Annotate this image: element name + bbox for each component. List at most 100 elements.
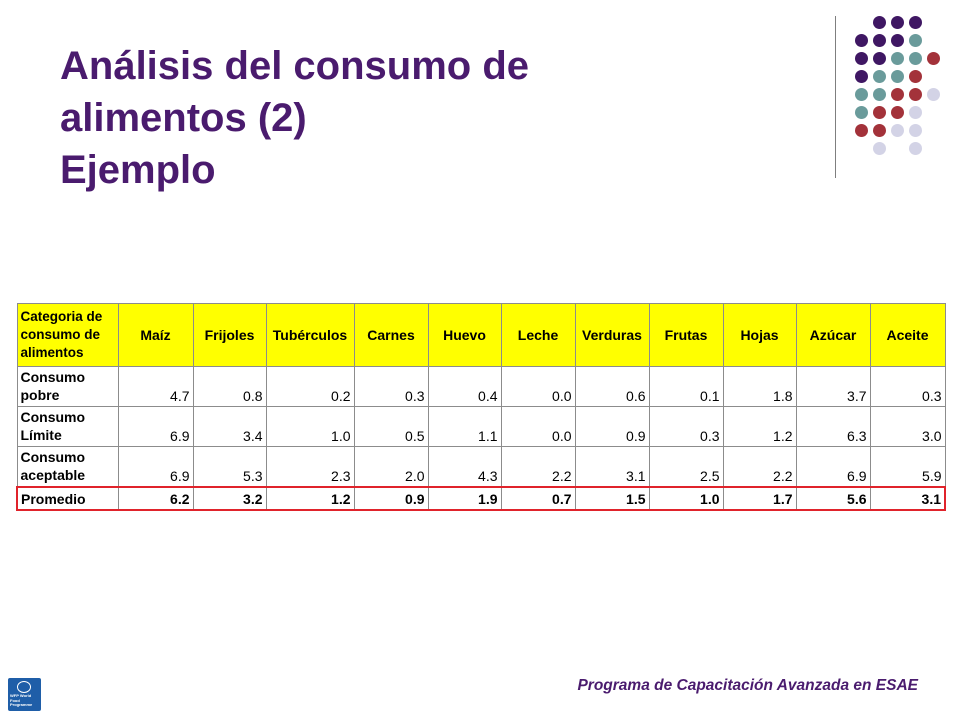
table-cell: 3.0 — [869, 406, 946, 447]
table-cell: 3.2 — [192, 486, 267, 511]
table-cell: 0.8 — [192, 366, 267, 407]
table-cell: 2.5 — [648, 446, 724, 488]
decorative-dot — [873, 34, 886, 47]
decorative-dot — [927, 88, 940, 101]
row-label: Promedio — [16, 486, 119, 511]
table-cell: 1.0 — [265, 406, 355, 447]
table-cell: 2.2 — [500, 446, 576, 488]
decorative-dot — [891, 34, 904, 47]
table-cell: 1.2 — [265, 486, 355, 511]
table-cell: 6.9 — [795, 446, 871, 488]
table-cell: 0.9 — [353, 486, 429, 511]
decorative-dot — [927, 52, 940, 65]
decorative-dot — [873, 70, 886, 83]
table-cell: 0.1 — [648, 366, 724, 407]
decorative-dot — [873, 106, 886, 119]
decorative-dot — [891, 106, 904, 119]
table-cell: 0.6 — [574, 366, 650, 407]
decorative-dot — [891, 124, 904, 137]
logo-text: WFP World Food Programme — [10, 693, 33, 707]
table-cell: 2.3 — [265, 446, 355, 488]
table-cell: 0.7 — [500, 486, 576, 511]
table-cell: 2.0 — [353, 446, 429, 488]
table-cell: 3.7 — [795, 366, 871, 407]
decorative-dot — [909, 34, 922, 47]
table-cell: 6.9 — [117, 446, 194, 488]
table-cell: 5.6 — [795, 486, 871, 511]
header-category: Categoria de consumo de alimentos — [16, 303, 119, 367]
decorative-dot — [855, 34, 868, 47]
decorative-dot — [909, 70, 922, 83]
table-header-row: Categoria de consumo de alimentos Maíz F… — [16, 303, 946, 367]
table-cell: 5.9 — [869, 446, 946, 488]
table-cell: 0.3 — [869, 366, 946, 407]
decorative-dot — [909, 88, 922, 101]
title-line-1: Análisis del consumo de — [60, 44, 530, 88]
table-cell: 6.2 — [117, 486, 194, 511]
table-cell: 1.2 — [722, 406, 797, 447]
food-consumption-table: Categoria de consumo de alimentos Maíz F… — [16, 303, 946, 511]
header-aceite: Aceite — [869, 303, 946, 367]
decorative-dot-grid — [0, 0, 960, 180]
header-azucar: Azúcar — [795, 303, 871, 367]
table-cell: 1.7 — [722, 486, 797, 511]
decorative-dot — [855, 124, 868, 137]
table-cell: 0.3 — [353, 366, 429, 407]
decorative-dot — [873, 124, 886, 137]
footer-text: Programa de Capacitación Avanzada en ESA… — [577, 677, 918, 694]
decorative-dot — [873, 88, 886, 101]
decorative-dot — [873, 16, 886, 29]
table-cell: 2.2 — [722, 446, 797, 488]
decorative-dot — [873, 52, 886, 65]
table-cell: 0.5 — [353, 406, 429, 447]
decorative-dot — [891, 70, 904, 83]
decorative-dot — [909, 106, 922, 119]
table-cell: 0.3 — [648, 406, 724, 447]
table-row: Consumo pobre 4.7 0.8 0.2 0.3 0.4 0.0 0.… — [16, 366, 946, 407]
un-emblem-icon — [17, 681, 31, 693]
table-row: Consumo Límite 6.9 3.4 1.0 0.5 1.1 0.0 0… — [16, 406, 946, 447]
slide-title: Análisis del consumo de alimentos (2) Ej… — [60, 40, 760, 196]
decorative-dot — [855, 88, 868, 101]
decorative-dot — [855, 106, 868, 119]
title-line-2: alimentos (2) — [60, 96, 307, 140]
header-maiz: Maíz — [117, 303, 194, 367]
decorative-divider — [835, 16, 836, 178]
table-cell: 0.0 — [500, 366, 576, 407]
header-tuberculos: Tubérculos — [265, 303, 355, 367]
table-cell: 1.0 — [648, 486, 724, 511]
decorative-dot — [909, 142, 922, 155]
decorative-dot — [873, 142, 886, 155]
title-line-3: Ejemplo — [60, 148, 216, 192]
decorative-dot — [909, 16, 922, 29]
table-cell: 1.1 — [427, 406, 502, 447]
table-cell: 1.8 — [722, 366, 797, 407]
row-label: Consumo pobre — [16, 366, 119, 407]
decorative-dot — [855, 70, 868, 83]
decorative-dot — [855, 52, 868, 65]
wfp-logo-icon: WFP World Food Programme — [8, 678, 41, 711]
table-cell: 3.1 — [574, 446, 650, 488]
table-cell: 3.1 — [869, 486, 946, 511]
table-cell: 0.9 — [574, 406, 650, 447]
header-frutas: Frutas — [648, 303, 724, 367]
header-hojas: Hojas — [722, 303, 797, 367]
decorative-dot — [891, 88, 904, 101]
header-carnes: Carnes — [353, 303, 429, 367]
table-cell: 1.5 — [574, 486, 650, 511]
table-cell: 1.9 — [427, 486, 502, 511]
table-cell: 6.3 — [795, 406, 871, 447]
row-label: Consumo aceptable — [16, 446, 119, 488]
decorative-dot — [891, 16, 904, 29]
table-cell: 3.4 — [192, 406, 267, 447]
decorative-dot — [909, 52, 922, 65]
header-leche: Leche — [500, 303, 576, 367]
row-label: Consumo Límite — [16, 406, 119, 447]
table-cell: 5.3 — [192, 446, 267, 488]
table-cell: 6.9 — [117, 406, 194, 447]
table-cell: 0.4 — [427, 366, 502, 407]
header-verduras: Verduras — [574, 303, 650, 367]
header-huevo: Huevo — [427, 303, 502, 367]
table-cell: 0.0 — [500, 406, 576, 447]
table-row: Consumo aceptable 6.9 5.3 2.3 2.0 4.3 2.… — [16, 446, 946, 488]
